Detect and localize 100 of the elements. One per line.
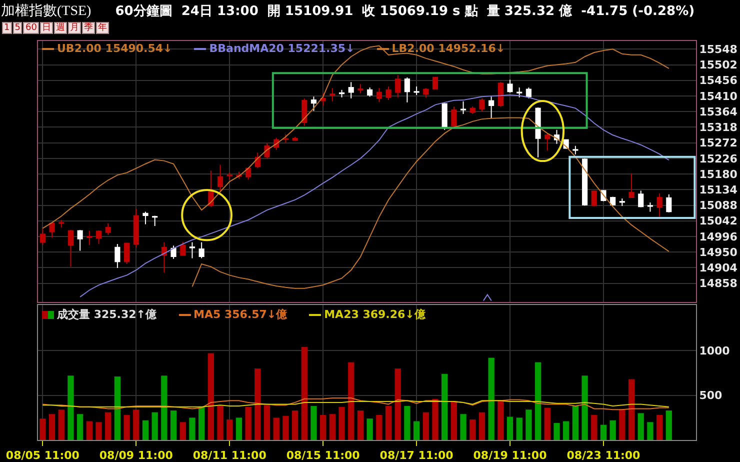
x-tick-label: 08/11 11:00 [192, 449, 267, 462]
bar [460, 414, 466, 440]
bar [506, 416, 514, 440]
candlestick [367, 87, 373, 98]
candlestick [180, 241, 186, 256]
bar [385, 406, 392, 440]
bar [86, 421, 92, 440]
candlestick [68, 230, 74, 268]
candlestick [526, 87, 532, 99]
bar [366, 418, 373, 440]
y-tick-label: 15226 [699, 152, 738, 166]
candlestick [488, 96, 494, 119]
bar [189, 418, 196, 440]
candlestick [208, 170, 214, 208]
candlestick [460, 100, 466, 114]
candlestick [479, 98, 485, 112]
candlestick [414, 86, 420, 96]
candlestick [58, 219, 64, 228]
bar [470, 419, 476, 440]
candlestick [582, 158, 588, 206]
candlestick [628, 172, 634, 199]
candlestick [254, 152, 260, 169]
candlestick [310, 96, 317, 112]
candlestick [348, 82, 354, 99]
candlestick [264, 142, 270, 159]
candlestick [40, 228, 46, 246]
bar [544, 408, 550, 440]
bar [591, 414, 598, 440]
bar [413, 421, 420, 440]
bar [628, 379, 635, 440]
x-tick-label: 08/19 11:00 [473, 449, 548, 462]
line-series [42, 400, 670, 408]
candlestick [49, 222, 55, 238]
bar [450, 402, 458, 440]
bar [656, 414, 663, 440]
bar [152, 412, 158, 440]
candlestick [189, 242, 196, 259]
bar [217, 406, 224, 440]
text: 1 [2, 22, 12, 34]
bar [563, 421, 570, 440]
line-series [80, 94, 670, 298]
text: 5 [12, 22, 22, 34]
bar [357, 410, 364, 440]
bar [610, 420, 616, 440]
candlestick [302, 98, 308, 126]
bar [320, 414, 326, 440]
bar [376, 414, 382, 440]
candlestick [619, 198, 625, 206]
bar [133, 410, 140, 440]
candlestick [647, 202, 653, 212]
bar [114, 376, 121, 440]
y-tick-label: 15088 [699, 199, 738, 212]
candlestick [96, 230, 102, 244]
bar [432, 398, 438, 440]
candlestick [114, 243, 120, 269]
candlestick [170, 245, 176, 260]
bar [170, 410, 177, 440]
candlestick [498, 82, 504, 107]
bar [516, 418, 522, 440]
bar [124, 414, 130, 440]
candlestick [292, 136, 298, 142]
bar [478, 412, 486, 440]
candlestick [124, 242, 130, 264]
bar [338, 406, 345, 440]
legend-label: MA23 369.26↓億 [324, 307, 426, 322]
y-tick-label: 15502 [699, 58, 738, 72]
y-tick-label: 1000 [699, 344, 730, 358]
candlestick [656, 192, 662, 218]
bar [310, 406, 317, 440]
bar [582, 376, 588, 440]
candlestick [442, 102, 448, 130]
y-tick-label: 14904 [699, 262, 738, 275]
bar [666, 410, 672, 440]
candlestick [217, 164, 224, 192]
candlestick [423, 88, 429, 98]
candlestick [404, 76, 410, 103]
bar [638, 413, 644, 440]
candlestick [507, 79, 513, 94]
bar [40, 418, 46, 440]
y-tick-label: 15272 [699, 136, 738, 150]
y-tick-label: 15548 [699, 43, 738, 56]
x-tick-label: 08/09 11:00 [99, 449, 174, 462]
candlestick [282, 134, 288, 143]
y-tick-label: 14858 [699, 277, 738, 290]
candlestick [198, 242, 204, 259]
text: 年 [96, 22, 109, 34]
bar [96, 422, 102, 440]
bar [554, 423, 560, 440]
legend-label: MA5 356.57↓億 [194, 307, 288, 322]
y-tick-label: 15318 [699, 121, 738, 134]
candlestick [376, 88, 382, 103]
bar [105, 412, 112, 440]
legend-label: 成交量 325.32↑億 [57, 307, 156, 322]
candlestick [226, 172, 232, 180]
bar [404, 406, 410, 440]
bar [282, 416, 289, 440]
bar [422, 412, 429, 440]
bar [394, 368, 401, 440]
bar [142, 420, 149, 440]
candlestick [386, 86, 392, 101]
